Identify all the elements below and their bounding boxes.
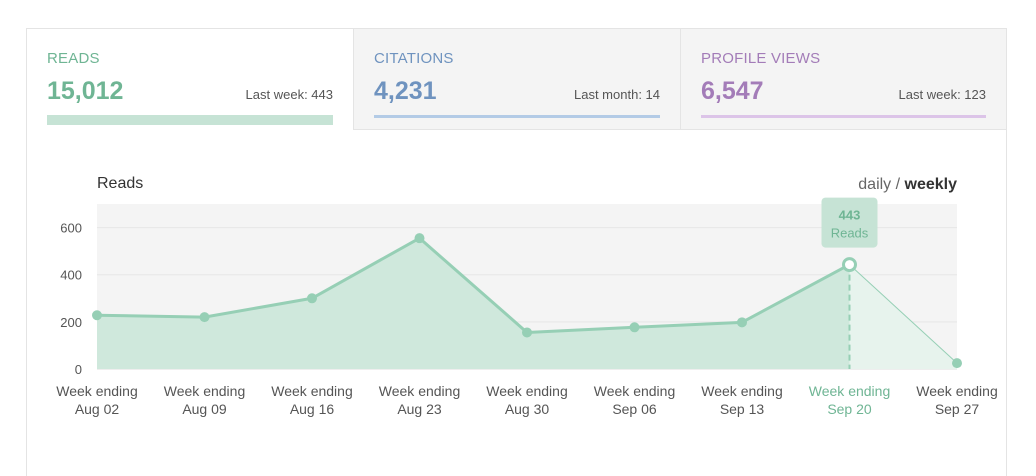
x-tick-sublabel: Sep 27 xyxy=(935,401,980,417)
x-tick-sublabel: Aug 09 xyxy=(182,401,227,417)
toggle-separator: / xyxy=(891,176,904,193)
x-axis: Week ending Aug 02 Week ending Aug 09 Week e… xyxy=(56,383,997,417)
tab-subtext: Last week: 443 xyxy=(245,87,333,102)
tab-value: 15,012 xyxy=(47,77,124,105)
tab-subtext: Last month: 14 xyxy=(574,87,660,102)
toggle-weekly[interactable]: weekly xyxy=(904,176,958,193)
tab-label: READS xyxy=(47,50,100,67)
x-tick-label: Week ending xyxy=(916,383,997,399)
y-tick-label: 0 xyxy=(75,362,82,377)
series-line xyxy=(96,236,851,334)
x-tick-sublabel: Aug 30 xyxy=(505,401,550,417)
y-tick-label: 200 xyxy=(60,315,82,330)
x-tick-label: Week ending xyxy=(164,383,245,399)
x-tick-label: Week ending xyxy=(701,383,782,399)
data-point[interactable] xyxy=(522,327,532,338)
period-toggle: daily / weekly xyxy=(858,176,957,193)
data-point[interactable] xyxy=(199,312,210,323)
data-points xyxy=(92,233,962,369)
data-point[interactable] xyxy=(629,322,640,333)
y-tick-label: 400 xyxy=(60,268,82,283)
tab-indicator-bar xyxy=(701,115,986,118)
data-point-highlight[interactable] xyxy=(842,257,857,273)
x-tick-label: Week ending xyxy=(809,383,890,399)
tab-subtext: Last week: 123 xyxy=(898,87,986,102)
tab-profile-views[interactable]: PROFILE VIEWS 6,547 Last week: 123 xyxy=(680,29,1006,130)
x-tick-sublabel: Aug 02 xyxy=(75,401,120,417)
x-tick-sublabel: Sep 13 xyxy=(720,401,765,417)
y-axis: 0 200 400 600 xyxy=(60,221,82,377)
x-tick-label: Week ending xyxy=(271,383,352,399)
series-line-partial xyxy=(849,264,958,364)
x-tick-sublabel: Sep 20 xyxy=(827,401,872,417)
data-point[interactable] xyxy=(307,293,317,304)
tab-reads[interactable]: READS 15,012 Last week: 443 xyxy=(27,29,353,130)
tab-indicator-bar xyxy=(374,115,660,118)
tooltip-label: Reads xyxy=(831,226,869,241)
x-tick-label: Week ending xyxy=(594,383,675,399)
data-point[interactable] xyxy=(414,233,425,244)
x-tick-label: Week ending xyxy=(486,383,567,399)
tooltip: 443 Reads xyxy=(821,197,878,248)
chart-title: Reads xyxy=(97,175,143,192)
tab-citations[interactable]: CITATIONS 4,231 Last month: 14 xyxy=(353,29,680,130)
tab-label: CITATIONS xyxy=(374,50,454,67)
tab-value: 4,231 xyxy=(374,77,437,105)
x-tick-sublabel: Sep 06 xyxy=(612,401,657,417)
x-tick-label: Week ending xyxy=(379,383,460,399)
tooltip-box xyxy=(821,197,878,248)
tab-indicator-bar xyxy=(47,115,333,125)
x-tick-sublabel: Aug 23 xyxy=(397,401,442,417)
x-tick-sublabel: Aug 16 xyxy=(290,401,335,417)
y-tick-label: 600 xyxy=(60,221,82,236)
data-point[interactable] xyxy=(92,310,102,321)
x-tick-label: Week ending xyxy=(56,383,137,399)
area-fill-partial xyxy=(849,264,957,369)
area-fill xyxy=(97,238,850,369)
tooltip-value: 443 xyxy=(839,208,861,223)
toggle-daily[interactable]: daily xyxy=(858,176,891,193)
tab-value: 6,547 xyxy=(701,77,764,105)
data-point[interactable] xyxy=(737,317,747,328)
tab-label: PROFILE VIEWS xyxy=(701,50,821,67)
metric-tabs: READS 15,012 Last week: 443 CITATIONS 4,… xyxy=(27,29,1006,131)
data-point[interactable] xyxy=(952,358,962,369)
